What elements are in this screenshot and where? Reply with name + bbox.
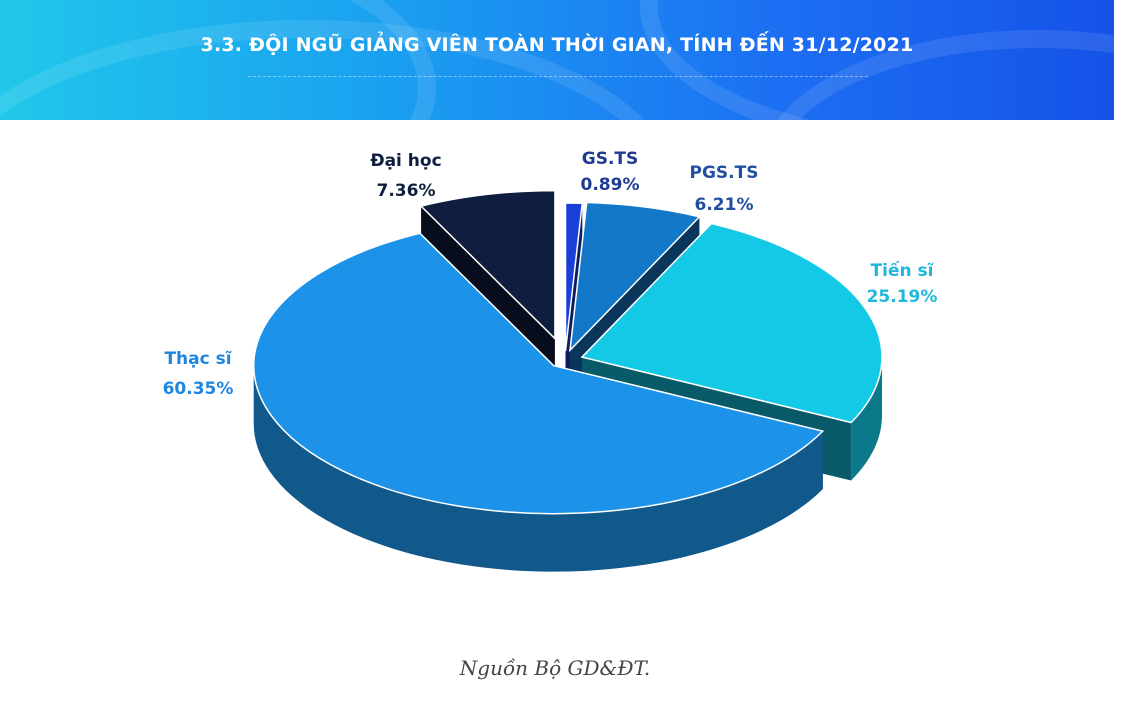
pie-slice-top-0: [564, 202, 584, 352]
slice-value-label: 6.21%: [695, 195, 754, 215]
slice-value-label: 7.36%: [377, 181, 436, 201]
slice-value-label: 0.89%: [581, 175, 640, 195]
pie-slice-top-2: [580, 222, 883, 424]
pie-slice-top-1: [568, 201, 701, 353]
pie-slice-0: [565, 203, 583, 410]
page-title: 3.3. ĐỘI NGŨ GIẢNG VIÊN TOÀN THỜI GIAN, …: [200, 34, 914, 56]
pie-chart: GS.TS 0.89% PGS.TS 6.21% Tiến sĩ 25.19% Thạc s…: [163, 149, 938, 572]
pie-slice-top-4: [419, 189, 556, 341]
slice-label: PGS.TS: [690, 163, 759, 183]
pie-slice-side: [253, 365, 823, 572]
slice-value-label: 25.19%: [867, 287, 938, 307]
slice-label: Thạc sĩ: [164, 349, 231, 369]
pie-labels: GS.TS 0.89% PGS.TS 6.21% Tiến sĩ 25.19% Thạc s…: [163, 149, 938, 399]
pie-tops: [252, 189, 883, 515]
pie-slice-side: [851, 357, 883, 481]
source-caption: Nguồn Bộ GD&ĐT.: [459, 656, 651, 680]
pie-slice-top-3: [252, 232, 825, 515]
slice-label: Đại học: [370, 151, 441, 171]
title-divider: [248, 76, 868, 77]
slice-label: Tiến sĩ: [871, 260, 934, 281]
slice-value-label: 60.35%: [163, 379, 234, 399]
page-edge: [1114, 0, 1124, 702]
header-banner: 3.3. ĐỘI NGŨ GIẢNG VIÊN TOÀN THỜI GIAN, …: [0, 0, 1114, 120]
pie-slice-wall: [565, 203, 583, 410]
slice-label: GS.TS: [582, 149, 639, 169]
